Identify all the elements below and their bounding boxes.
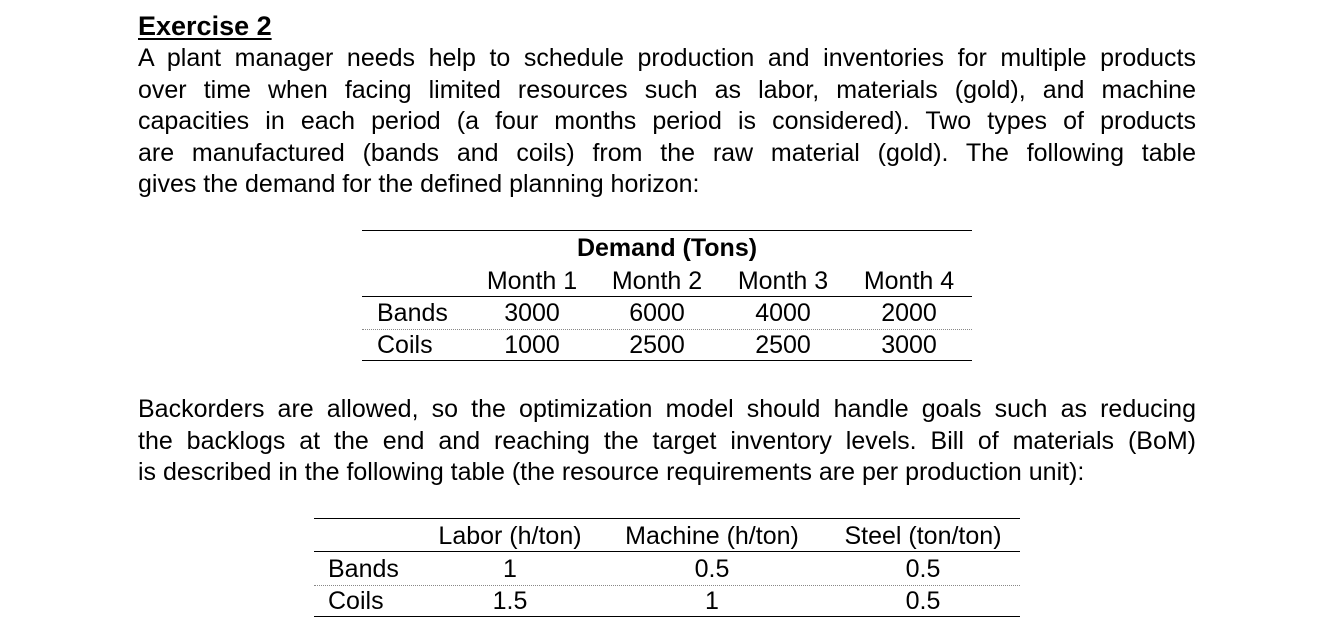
table-rule [314,585,1020,586]
column-header-month-4: Month 4 [863,267,955,295]
table-cell: 0.5 [905,555,941,583]
table-rule [362,230,972,231]
demand-table-caption: Demand (Tons) [576,234,758,262]
exercise-title: Exercise 2 [138,11,272,41]
table-cell: 1000 [504,331,560,359]
table-rule [314,551,1020,552]
table-cell: 2000 [881,299,937,327]
row-label-bands: Bands [377,299,448,327]
backorder-paragraph: Backorders are allowed, so the optimizat… [138,394,1196,489]
row-label-coils: Coils [328,587,384,615]
table-rule [314,518,1020,519]
table-cell: 0.5 [905,587,941,615]
intro-line: A plant manager needs help to schedule p… [138,44,1196,72]
table-rule [362,296,972,297]
table-cell: 4000 [755,299,811,327]
table-cell: 0.5 [694,555,730,583]
row-label-coils: Coils [377,331,433,359]
table-rule [362,329,972,330]
table-cell: 1 [503,555,517,583]
table-cell: 1.5 [492,587,528,615]
table-cell: 6000 [629,299,685,327]
column-header-machine: Machine (h/ton) [625,522,799,550]
backorder-line: Backorders are allowed, so the optimizat… [138,395,1196,423]
backorder-line: is described in the following table (the… [138,458,1085,487]
column-header-labor: Labor (h/ton) [438,522,582,550]
table-cell: 1 [705,587,719,615]
row-label-bands: Bands [328,555,399,583]
table-cell: 3000 [504,299,560,327]
column-header-month-3: Month 3 [737,267,829,295]
table-cell: 2500 [629,331,685,359]
table-rule [314,616,1020,617]
intro-line: over time when facing limited resources … [138,75,1196,104]
column-header-steel: Steel (ton/ton) [844,522,1002,550]
column-header-month-2: Month 2 [611,267,703,295]
intro-paragraph: A plant manager needs help to schedule p… [138,43,1196,201]
backorder-line: the backlogs at the end and reaching the… [138,426,1196,455]
intro-line: capacities in each period (a four months… [138,107,1196,136]
intro-line: are manufactured (bands and coils) from … [138,138,1196,167]
column-header-month-1: Month 1 [486,267,578,295]
table-cell: 2500 [755,331,811,359]
table-rule [362,360,972,361]
table-cell: 3000 [881,331,937,359]
intro-line: gives the demand for the defined plannin… [138,170,700,199]
